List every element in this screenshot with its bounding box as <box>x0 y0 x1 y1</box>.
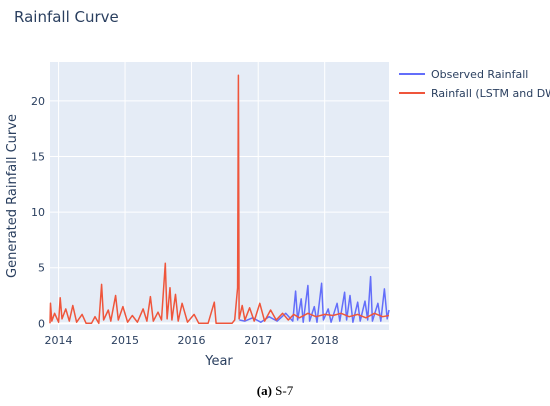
y-tick-label: 20 <box>31 95 45 108</box>
legend[interactable]: Observed Rainfall Rainfall (LSTM and DWT) <box>399 68 550 100</box>
x-axis-label: Year <box>204 354 233 369</box>
legend-item[interactable]: Rainfall (LSTM and DWT) <box>399 87 550 100</box>
x-tick-label: 2015 <box>111 334 139 347</box>
y-tick-label: 5 <box>38 262 45 275</box>
y-axis-label: Generated Rainfall Curve <box>5 114 20 278</box>
legend-label: Observed Rainfall <box>431 68 528 81</box>
series-lines <box>49 74 390 325</box>
tick-labels: 2014 2015 2016 2017 2018 0 5 10 15 20 <box>31 95 339 347</box>
rainfall-chart: Rainfall Curve 2014 2015 2016 2017 2018 0 5 10 1… <box>5 8 550 369</box>
x-tick-label: 2017 <box>244 334 272 347</box>
legend-item[interactable]: Observed Rainfall <box>399 68 528 81</box>
caption-text: S-7 <box>271 383 294 398</box>
series-line-observed <box>239 275 390 323</box>
x-tick-label: 2016 <box>178 334 206 347</box>
caption-label: (a) <box>256 383 272 398</box>
y-tick-label: 15 <box>31 151 45 164</box>
legend-label: Rainfall (LSTM and DWT) <box>431 87 550 100</box>
plot-area <box>50 62 389 330</box>
chart-title: Rainfall Curve <box>14 8 119 26</box>
x-tick-label: 2014 <box>45 334 73 347</box>
series-line-predicted <box>49 74 390 325</box>
y-tick-label: 10 <box>31 206 45 219</box>
x-tick-label: 2018 <box>311 334 339 347</box>
figure-caption: (a) S-7 <box>0 383 550 399</box>
y-tick-label: 0 <box>38 317 45 330</box>
